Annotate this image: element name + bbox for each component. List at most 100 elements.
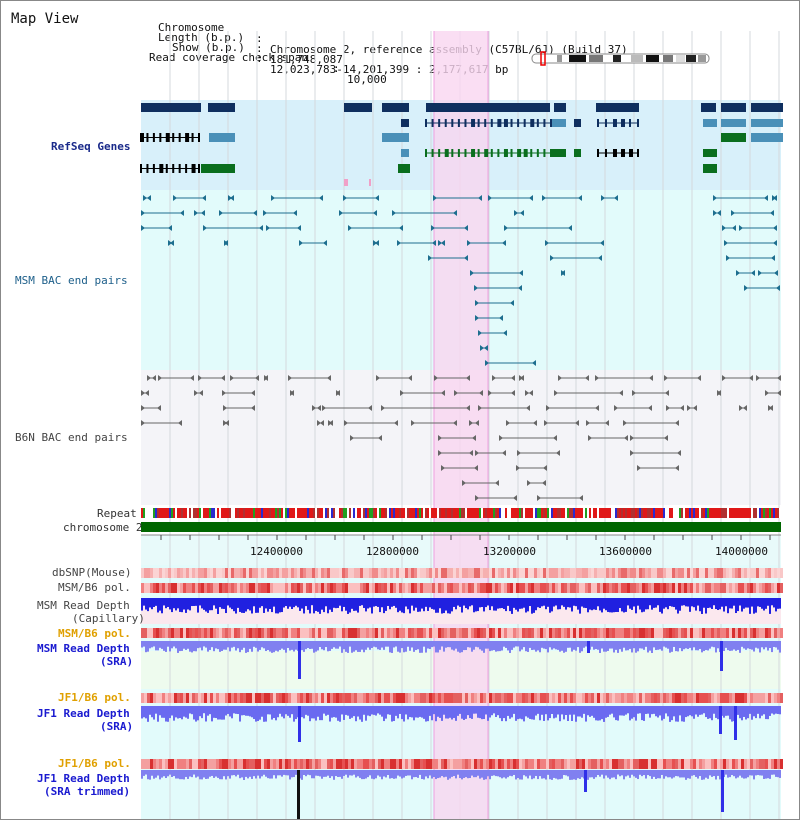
depth-bar bbox=[187, 641, 189, 649]
heat-cell bbox=[465, 568, 468, 578]
heat-cell bbox=[765, 693, 768, 703]
heat-cell bbox=[423, 583, 426, 593]
gene-exon bbox=[165, 133, 170, 142]
depth-bar bbox=[579, 598, 581, 614]
depth-bar bbox=[549, 770, 551, 780]
heat-cell bbox=[642, 568, 645, 578]
heat-cell bbox=[468, 583, 471, 593]
heat-cell bbox=[300, 693, 303, 703]
depth-bar bbox=[627, 598, 629, 606]
depth-bar bbox=[657, 598, 659, 606]
depth-bar bbox=[551, 641, 553, 650]
repeat-element bbox=[157, 508, 159, 518]
depth-bar bbox=[231, 770, 233, 776]
heat-cell bbox=[255, 628, 258, 638]
depth-bar bbox=[355, 706, 357, 722]
depth-bar bbox=[757, 770, 759, 775]
depth-bar bbox=[555, 770, 557, 779]
depth-bar bbox=[469, 598, 471, 607]
heat-cell bbox=[450, 628, 453, 638]
heat-cell bbox=[420, 583, 423, 593]
depth-bar bbox=[431, 641, 433, 648]
bac-end bbox=[623, 420, 627, 426]
bac-end bbox=[664, 375, 668, 381]
repeat-element bbox=[685, 508, 687, 518]
heat-cell bbox=[681, 628, 684, 638]
depth-bar bbox=[707, 598, 709, 609]
heat-cell bbox=[156, 583, 159, 593]
heat-cell bbox=[486, 628, 489, 638]
depth-bar bbox=[219, 641, 221, 652]
heat-cell bbox=[669, 583, 672, 593]
heat-cell bbox=[150, 568, 153, 578]
heat-cell bbox=[690, 583, 693, 593]
heat-cell bbox=[369, 583, 372, 593]
repeat-element bbox=[355, 508, 357, 518]
depth-bar bbox=[443, 706, 445, 715]
bac-end bbox=[297, 225, 301, 231]
heat-cell bbox=[537, 628, 540, 638]
heat-cell bbox=[513, 759, 516, 769]
depth-bar bbox=[311, 641, 313, 649]
repeat-element bbox=[373, 508, 375, 518]
heat-cell bbox=[282, 759, 285, 769]
repeat-element bbox=[733, 508, 735, 518]
heat-cell bbox=[558, 759, 561, 769]
heat-cell bbox=[264, 693, 267, 703]
bac-end bbox=[348, 225, 352, 231]
depth-bar bbox=[675, 706, 677, 722]
heat-cell bbox=[507, 568, 510, 578]
depth-bar bbox=[233, 770, 235, 776]
heat-cell bbox=[204, 628, 207, 638]
repeat-element bbox=[683, 508, 685, 518]
heat-cell bbox=[453, 628, 456, 638]
heat-cell bbox=[606, 759, 609, 769]
depth-bar bbox=[579, 641, 581, 653]
depth-bar bbox=[557, 641, 559, 650]
depth-bar bbox=[573, 706, 575, 715]
depth-bar bbox=[681, 706, 683, 722]
depth-bar bbox=[497, 641, 499, 652]
depth-bar bbox=[755, 706, 757, 719]
heat-cell bbox=[750, 759, 753, 769]
depth-bar bbox=[325, 598, 327, 607]
heat-cell bbox=[600, 759, 603, 769]
depth-bar bbox=[765, 706, 767, 720]
heat-cell bbox=[177, 568, 180, 578]
repeat-element bbox=[487, 508, 489, 518]
depth-bar bbox=[425, 598, 427, 607]
heat-cell bbox=[459, 568, 462, 578]
depth-bar bbox=[643, 770, 645, 776]
gene-exon bbox=[457, 119, 460, 127]
heat-cell bbox=[564, 583, 567, 593]
gene-exon bbox=[550, 119, 552, 127]
depth-bar bbox=[143, 641, 145, 647]
bac-end bbox=[194, 390, 198, 396]
repeat-element bbox=[461, 508, 463, 518]
depth-bar bbox=[751, 706, 753, 720]
depth-bar bbox=[461, 641, 463, 653]
depth-bar bbox=[553, 770, 555, 778]
track-label-jf1-depth-trimmed-sub: (SRA trimmed) bbox=[44, 785, 131, 798]
heat-cell bbox=[366, 583, 369, 593]
heat-cell bbox=[345, 568, 348, 578]
heat-cell bbox=[738, 693, 741, 703]
depth-bar bbox=[329, 706, 331, 722]
repeat-element bbox=[707, 508, 709, 518]
depth-bar bbox=[231, 706, 233, 719]
repeat-element bbox=[143, 508, 145, 518]
heat-cell bbox=[357, 628, 360, 638]
depth-bar bbox=[331, 641, 333, 649]
depth-bar bbox=[277, 641, 279, 652]
depth-bar bbox=[387, 641, 389, 647]
depth-bar bbox=[547, 706, 549, 721]
gene-block bbox=[751, 103, 783, 112]
depth-bar bbox=[755, 770, 757, 776]
depth-bar bbox=[195, 598, 197, 606]
heat-cell bbox=[771, 568, 774, 578]
heat-cell bbox=[186, 568, 189, 578]
depth-bar bbox=[683, 641, 685, 650]
depth-bar bbox=[481, 706, 483, 720]
heat-cell bbox=[594, 568, 597, 578]
